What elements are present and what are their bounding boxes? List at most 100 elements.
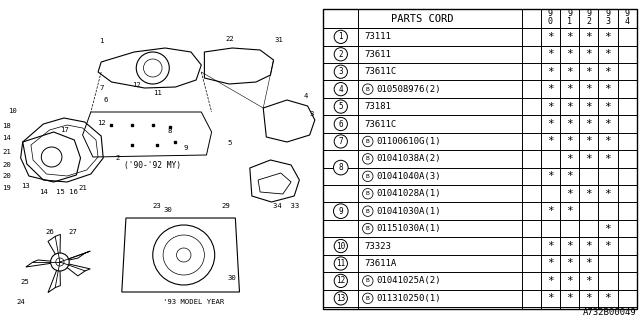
Text: *: * bbox=[566, 136, 573, 147]
Text: *: * bbox=[586, 276, 592, 286]
Text: B: B bbox=[366, 139, 370, 144]
Text: 31: 31 bbox=[275, 37, 284, 43]
Text: 73181: 73181 bbox=[365, 102, 392, 111]
Text: 2: 2 bbox=[339, 50, 343, 59]
Text: 7: 7 bbox=[99, 85, 104, 91]
Text: *: * bbox=[605, 154, 611, 164]
Text: 13: 13 bbox=[20, 183, 29, 189]
Text: *: * bbox=[605, 241, 611, 251]
Text: *: * bbox=[547, 259, 554, 268]
Circle shape bbox=[334, 83, 348, 96]
Text: B: B bbox=[366, 296, 370, 301]
Text: 11: 11 bbox=[153, 90, 161, 96]
Text: 01041030A(1): 01041030A(1) bbox=[377, 207, 442, 216]
Text: *: * bbox=[547, 119, 554, 129]
Text: 3: 3 bbox=[339, 67, 343, 76]
Text: *: * bbox=[605, 32, 611, 42]
Text: 10: 10 bbox=[336, 242, 346, 251]
Text: 11: 11 bbox=[336, 259, 346, 268]
Text: 26: 26 bbox=[45, 229, 54, 235]
Text: *: * bbox=[547, 171, 554, 181]
Circle shape bbox=[333, 160, 348, 175]
Text: ('90-'92 MY): ('90-'92 MY) bbox=[124, 161, 181, 170]
Text: *: * bbox=[605, 293, 611, 303]
Circle shape bbox=[362, 223, 373, 234]
Text: B: B bbox=[366, 174, 370, 179]
Text: B: B bbox=[366, 156, 370, 161]
Text: *: * bbox=[586, 136, 592, 147]
Text: 01041025A(2): 01041025A(2) bbox=[377, 276, 442, 285]
Text: 12: 12 bbox=[97, 120, 106, 126]
Text: 9
3: 9 3 bbox=[605, 9, 611, 26]
Circle shape bbox=[334, 117, 348, 131]
Text: B: B bbox=[366, 278, 370, 284]
Text: *: * bbox=[547, 293, 554, 303]
Text: A732B00049: A732B00049 bbox=[583, 308, 637, 317]
Text: 73611C: 73611C bbox=[365, 119, 397, 129]
Text: *: * bbox=[586, 259, 592, 268]
Text: 34  33: 34 33 bbox=[273, 203, 299, 209]
Circle shape bbox=[334, 257, 348, 270]
Text: *: * bbox=[566, 67, 573, 77]
Text: 20: 20 bbox=[2, 173, 11, 179]
Circle shape bbox=[334, 239, 348, 253]
Text: 12: 12 bbox=[132, 82, 141, 88]
Text: *: * bbox=[566, 259, 573, 268]
FancyBboxPatch shape bbox=[323, 9, 637, 309]
Text: PARTS CORD: PARTS CORD bbox=[391, 13, 454, 24]
Text: *: * bbox=[566, 101, 573, 112]
Text: 01041038A(2): 01041038A(2) bbox=[377, 154, 442, 164]
Text: *: * bbox=[605, 49, 611, 59]
Text: *: * bbox=[566, 276, 573, 286]
Text: 8: 8 bbox=[167, 128, 172, 134]
Circle shape bbox=[334, 48, 348, 61]
Text: 13: 13 bbox=[336, 294, 346, 303]
Text: *: * bbox=[547, 84, 554, 94]
Text: B: B bbox=[366, 226, 370, 231]
Text: 21: 21 bbox=[2, 149, 11, 155]
Text: *: * bbox=[605, 67, 611, 77]
Text: 19: 19 bbox=[2, 185, 11, 191]
Text: 3: 3 bbox=[310, 111, 314, 117]
Text: B: B bbox=[366, 87, 370, 92]
Text: 22: 22 bbox=[225, 36, 234, 42]
Text: 10: 10 bbox=[8, 108, 17, 114]
Text: *: * bbox=[566, 49, 573, 59]
Text: 9
2: 9 2 bbox=[586, 9, 591, 26]
Text: 14: 14 bbox=[39, 189, 48, 195]
Text: 6: 6 bbox=[103, 97, 108, 103]
Circle shape bbox=[51, 253, 69, 271]
Text: *: * bbox=[586, 67, 592, 77]
Text: *: * bbox=[605, 189, 611, 199]
Text: *: * bbox=[586, 101, 592, 112]
Text: *: * bbox=[566, 293, 573, 303]
Circle shape bbox=[333, 204, 348, 219]
Text: *: * bbox=[566, 154, 573, 164]
Text: *: * bbox=[547, 101, 554, 112]
Text: '93 MODEL YEAR: '93 MODEL YEAR bbox=[163, 299, 225, 305]
Text: *: * bbox=[566, 119, 573, 129]
Text: *: * bbox=[547, 32, 554, 42]
Text: 9: 9 bbox=[339, 207, 343, 216]
Text: B: B bbox=[366, 191, 370, 196]
Circle shape bbox=[362, 276, 373, 286]
Text: *: * bbox=[586, 119, 592, 129]
Circle shape bbox=[362, 154, 373, 164]
Text: *: * bbox=[547, 206, 554, 216]
Circle shape bbox=[362, 84, 373, 94]
Circle shape bbox=[334, 135, 348, 148]
Text: *: * bbox=[605, 84, 611, 94]
Text: 23: 23 bbox=[153, 203, 161, 209]
Text: 4: 4 bbox=[303, 93, 308, 99]
Circle shape bbox=[362, 293, 373, 304]
Circle shape bbox=[334, 274, 348, 288]
Text: *: * bbox=[605, 136, 611, 147]
Text: *: * bbox=[586, 154, 592, 164]
Text: *: * bbox=[605, 119, 611, 129]
Text: 17: 17 bbox=[60, 127, 68, 133]
Text: 01041028A(1): 01041028A(1) bbox=[377, 189, 442, 198]
Text: 30: 30 bbox=[227, 275, 236, 281]
Circle shape bbox=[362, 188, 373, 199]
Circle shape bbox=[334, 65, 348, 78]
Text: 21: 21 bbox=[79, 185, 87, 191]
